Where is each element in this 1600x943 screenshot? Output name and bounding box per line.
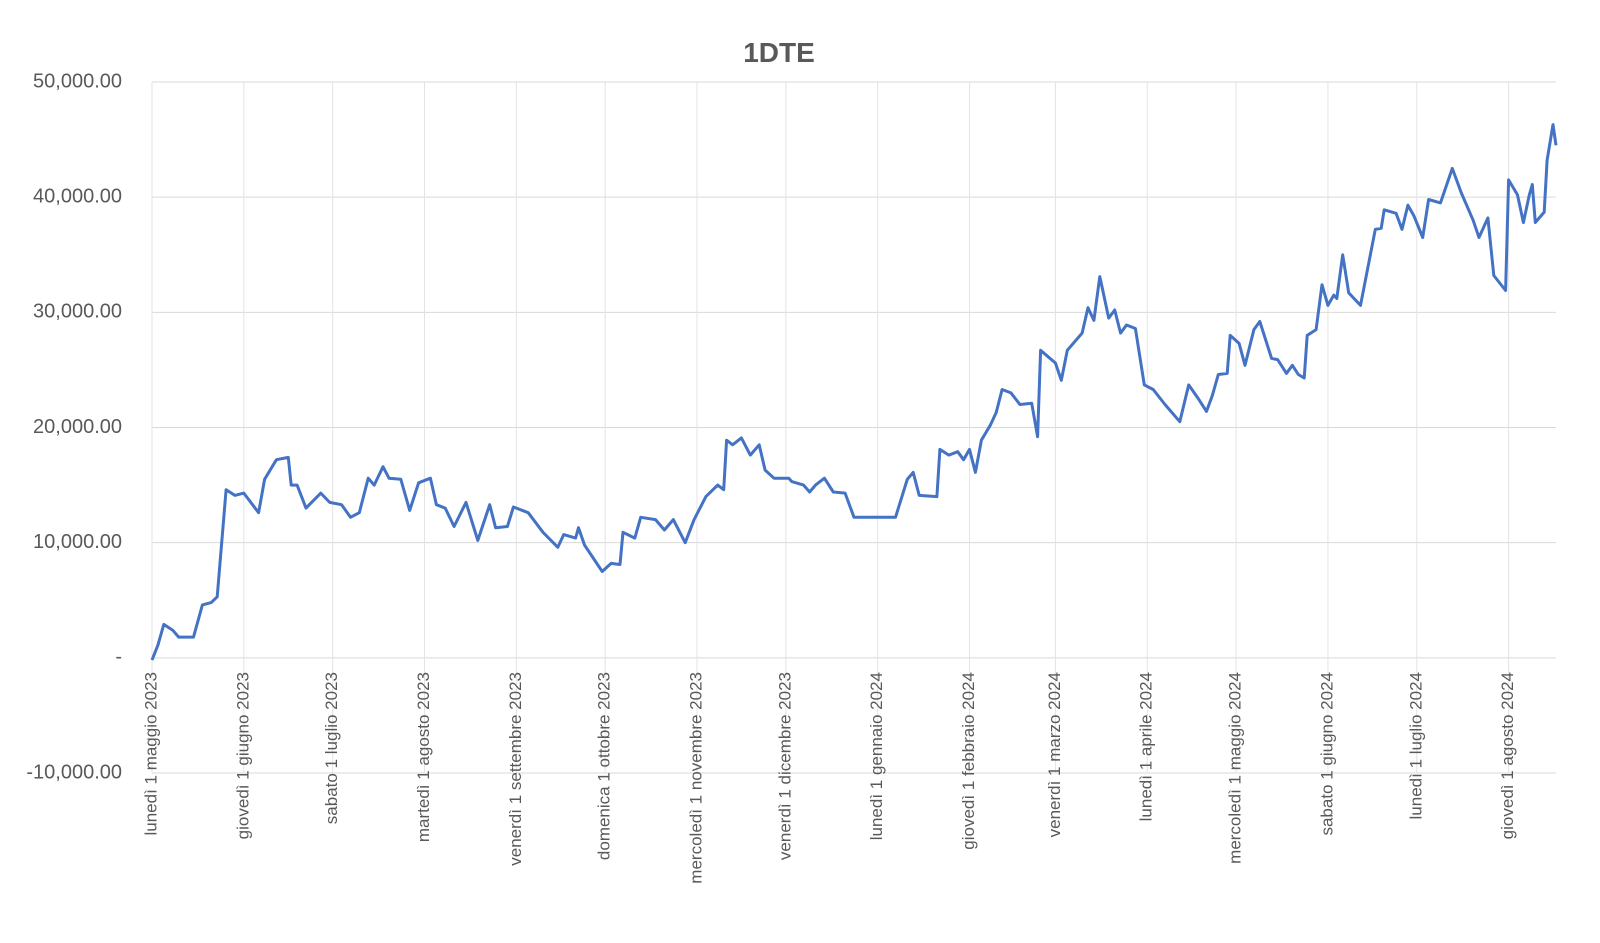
x-tick-label: lunedì 1 maggio 2023	[141, 672, 160, 836]
x-tick-label: venerdì 1 marzo 2024	[1045, 672, 1064, 837]
line-series	[150, 123, 1558, 661]
x-tick-label: lunedì 1 luglio 2024	[1406, 672, 1425, 819]
x-tick-label: martedì 1 agosto 2023	[414, 672, 433, 842]
x-tick-label: sabato 1 giugno 2024	[1317, 672, 1336, 836]
y-tick-label: 30,000.00	[33, 301, 122, 323]
y-tick-label: 40,000.00	[33, 185, 122, 207]
x-tick-label: domenica 1 ottobre 2023	[595, 672, 614, 860]
chart-title: 1DTE	[743, 37, 815, 68]
x-tick-label: venerdì 1 settembre 2023	[506, 672, 525, 866]
x-tick-label: sabato 1 luglio 2023	[322, 672, 341, 824]
x-tick-label: giovedì 1 agosto 2024	[1498, 672, 1517, 839]
y-tick-label: -10,000.00	[26, 761, 122, 783]
x-tick-label: lunedì 1 gennaio 2024	[867, 672, 886, 840]
x-tick-label: giovedì 1 giugno 2023	[233, 672, 252, 839]
x-tick-label: mercoledì 1 maggio 2024	[1226, 672, 1245, 864]
x-tick-label: venerdì 1 dicembre 2023	[775, 672, 794, 860]
y-tick-label: 50,000.00	[33, 70, 122, 92]
x-tick-label: lunedì 1 aprile 2024	[1137, 672, 1156, 821]
x-tick-label: giovedì 1 febbraio 2024	[959, 672, 978, 850]
x-tick-label: mercoledì 1 novembre 2023	[686, 672, 705, 884]
y-tick-label: 20,000.00	[33, 416, 122, 438]
y-tick-label: -	[115, 646, 122, 668]
y-tick-label: 10,000.00	[33, 531, 122, 553]
